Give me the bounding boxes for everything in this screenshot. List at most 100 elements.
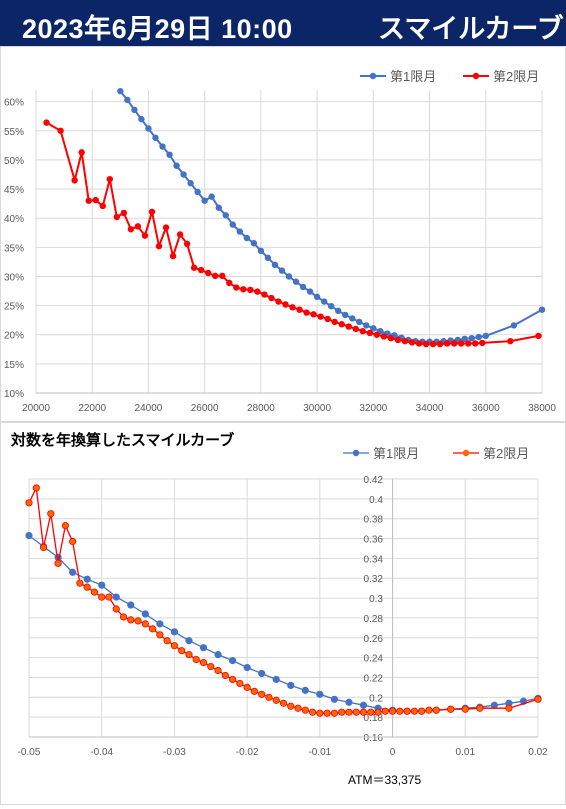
data-point — [141, 232, 149, 239]
data-point — [468, 335, 475, 342]
y-tick-label: 10% — [4, 389, 24, 400]
data-point — [212, 272, 219, 280]
data-point — [367, 708, 375, 716]
data-point — [229, 675, 237, 684]
data-point — [92, 196, 99, 204]
data-point — [141, 620, 149, 628]
data-point — [282, 301, 289, 308]
data-point — [278, 267, 286, 274]
data-point — [240, 286, 247, 293]
data-point — [349, 315, 356, 322]
data-point — [299, 283, 307, 291]
smile-curve-chart: 10% 15% 20% 25% 30% 35% 40% 45% 50% 55% 60% 20000 22… — [4, 69, 556, 414]
data-point — [418, 707, 426, 715]
data-point — [208, 193, 215, 200]
x-tick-label: -0.01 — [308, 747, 331, 758]
data-point — [183, 240, 191, 248]
data-point — [429, 340, 437, 348]
data-point — [90, 588, 99, 596]
data-point — [155, 242, 163, 250]
x-tick-label: -0.02 — [236, 747, 259, 758]
data-point — [222, 212, 229, 219]
data-point — [275, 298, 282, 305]
data-point — [163, 637, 171, 645]
data-point — [472, 340, 479, 347]
data-point — [47, 510, 55, 518]
data-point — [374, 708, 382, 716]
y-tick-label: 0.4 — [369, 495, 383, 506]
data-point — [507, 337, 514, 345]
data-point — [156, 631, 164, 639]
x-tick-label: 22000 — [78, 403, 106, 414]
data-point — [475, 333, 482, 341]
data-point — [432, 706, 440, 714]
data-point — [373, 331, 381, 338]
data-point — [271, 261, 279, 269]
data-point — [99, 202, 106, 210]
data-point — [479, 339, 486, 347]
data-point — [457, 340, 465, 347]
data-point — [308, 708, 317, 716]
y-tick-label: 0.3 — [369, 594, 383, 605]
data-point — [120, 209, 128, 217]
legend-marker — [369, 72, 377, 80]
data-point — [294, 704, 302, 712]
data-point — [461, 335, 468, 343]
data-point — [106, 175, 113, 183]
data-point — [134, 223, 142, 230]
data-point — [71, 177, 78, 184]
data-point — [119, 613, 128, 621]
data-point — [214, 651, 222, 659]
data-point — [176, 231, 184, 238]
y-tick-label: 35% — [4, 243, 24, 254]
data-point — [330, 695, 338, 703]
chart-panel-smile-curve: 10% 15% 20% 25% 30% 35% 40% 45% 50% 55% 60% 20000 22… — [0, 46, 566, 422]
data-point — [408, 339, 416, 346]
data-point — [215, 204, 222, 211]
data-point — [425, 706, 433, 714]
data-point — [465, 340, 472, 347]
data-point — [352, 325, 359, 333]
y-tick-label: 60% — [4, 98, 24, 109]
data-point — [254, 288, 261, 295]
data-point — [535, 332, 542, 340]
legend-label: 第2限月 — [483, 446, 529, 461]
data-point — [401, 337, 409, 345]
x-tick-label: 20000 — [22, 403, 50, 414]
data-point — [345, 698, 353, 706]
data-point — [152, 134, 159, 141]
data-point — [156, 620, 164, 628]
data-point — [247, 286, 254, 294]
chart-title: 対数を年換算したスマイルカーブ — [11, 432, 235, 449]
data-point — [303, 309, 310, 316]
data-point — [316, 709, 324, 717]
data-point — [313, 293, 321, 301]
data-point — [257, 247, 265, 255]
data-point — [396, 707, 404, 715]
y-tick-label: 0.18 — [364, 713, 384, 724]
data-point — [356, 318, 363, 326]
data-point — [185, 637, 193, 645]
data-point — [510, 322, 518, 329]
data-point — [422, 340, 430, 348]
data-point — [476, 704, 484, 712]
data-point — [279, 699, 288, 707]
x-tick-label: 36000 — [472, 403, 500, 414]
data-point — [292, 278, 300, 285]
data-point — [447, 705, 455, 713]
x-tick-label: 28000 — [247, 403, 275, 414]
header-subtitle: スマイルカーブ — [378, 14, 564, 44]
data-point — [54, 559, 62, 567]
series-line — [28, 485, 539, 714]
data-point — [145, 125, 152, 132]
data-point — [197, 266, 205, 274]
data-point — [69, 568, 77, 576]
chart-panel-log-smile-curve: 対数を年換算したスマイルカーブ 0.16 0.18 0.2 0.22 0.24 0.26 0… — [0, 422, 566, 805]
data-point — [166, 151, 173, 158]
header-date: 2023年6月29日 10:00 — [22, 14, 293, 44]
data-point — [124, 96, 131, 104]
data-point — [352, 708, 360, 716]
header-banner: 2023年6月29日 10:00 スマイルカーブ — [0, 0, 566, 46]
data-point — [272, 675, 280, 684]
data-point — [388, 707, 397, 715]
